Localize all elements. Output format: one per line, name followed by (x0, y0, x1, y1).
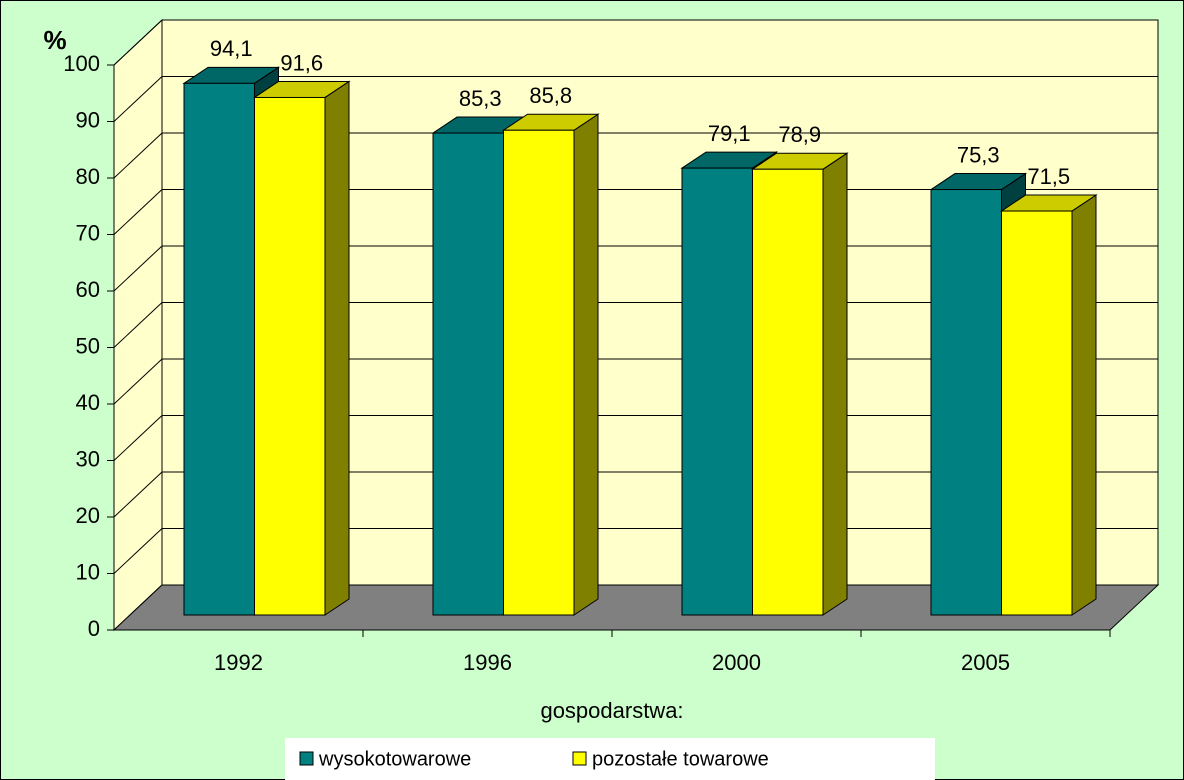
bar-side (1071, 194, 1097, 616)
bar-side (573, 113, 599, 616)
legend (285, 738, 935, 780)
legend-swatch (299, 751, 314, 766)
grid-line (113, 132, 1158, 179)
y-tick-label: 70 (76, 220, 100, 245)
legend-swatch (572, 751, 587, 766)
bar-side (324, 80, 350, 616)
grid-line (113, 19, 1158, 66)
bar (432, 132, 504, 616)
bar (254, 96, 326, 616)
y-tick-label: 0 (88, 616, 100, 641)
bar-side (822, 152, 848, 616)
value-label: 94,1 (210, 36, 253, 61)
y-tick-label: 90 (76, 107, 100, 132)
y-tick-label: 50 (76, 333, 100, 358)
x-axis-title: gospodarstwa: (540, 698, 683, 723)
bar (503, 129, 575, 616)
y-tick-label: 100 (63, 51, 100, 76)
y-tick-label: 20 (76, 503, 100, 528)
value-label: 78,9 (778, 122, 821, 147)
y-axis-title: % (43, 25, 66, 55)
bar (681, 167, 753, 616)
bar (1001, 210, 1073, 616)
y-tick-label: 80 (76, 164, 100, 189)
value-label: 91,6 (280, 50, 323, 75)
y-tick-label: 10 (76, 559, 100, 584)
x-tick-label: 2005 (961, 650, 1010, 675)
value-label: 85,8 (529, 83, 572, 108)
grid-line (113, 76, 1158, 122)
y-tick-label: 30 (76, 446, 100, 471)
y-tick-label: 40 (76, 390, 100, 415)
value-label: 71,5 (1027, 164, 1070, 189)
bar (930, 189, 1002, 616)
value-label: 75,3 (957, 142, 1000, 167)
y-tick-label: 60 (76, 277, 100, 302)
x-tick-label: 1992 (214, 650, 263, 675)
bar (752, 168, 824, 616)
legend-label: pozostałe towarowe (592, 748, 769, 770)
x-tick-label: 1996 (463, 650, 512, 675)
legend-label: wysokotowarowe (318, 748, 471, 770)
bar (183, 82, 255, 616)
value-label: 85,3 (459, 86, 502, 111)
x-tick-label: 2000 (712, 650, 761, 675)
value-label: 79,1 (708, 121, 751, 146)
